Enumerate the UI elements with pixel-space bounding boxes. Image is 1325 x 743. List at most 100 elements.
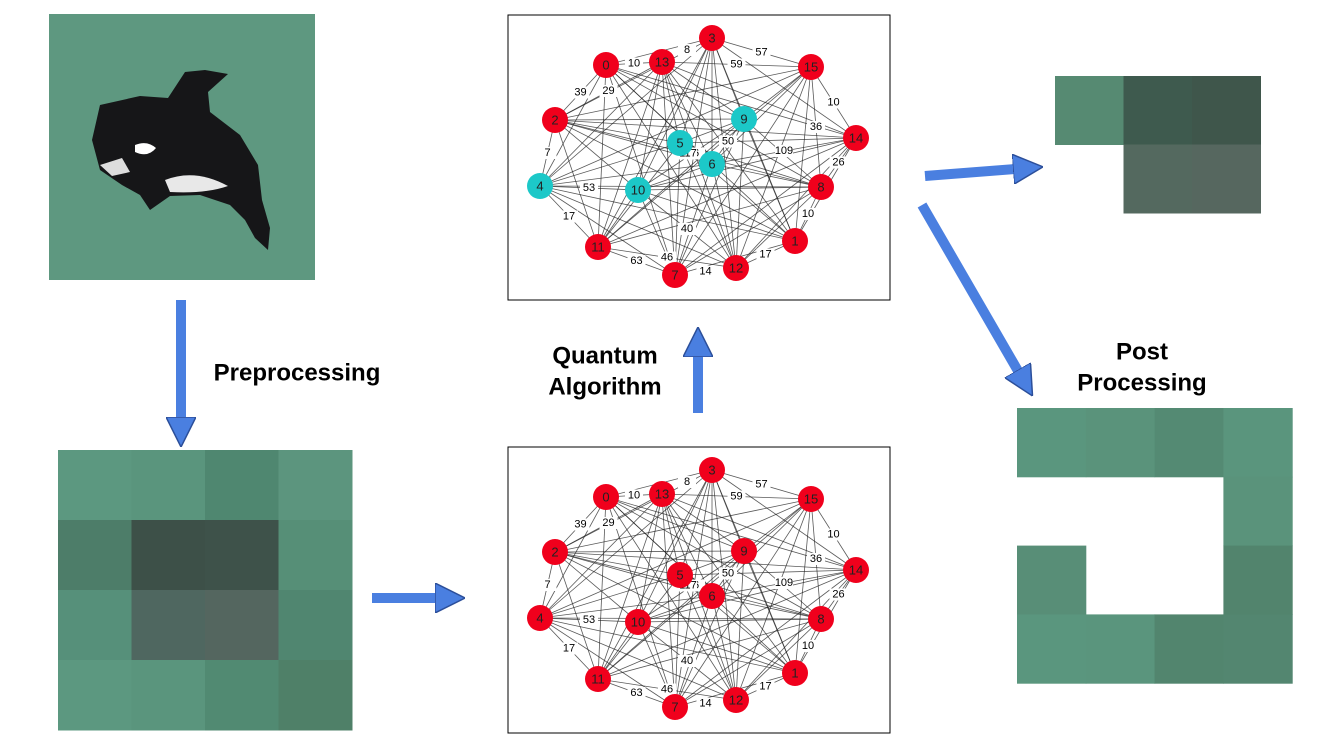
post-label: Processing bbox=[1077, 369, 1206, 396]
node-label: 15 bbox=[804, 492, 818, 507]
edge-weight: 40 bbox=[681, 655, 693, 667]
edge-weight: 29 bbox=[602, 85, 614, 97]
edge-weight: 17 bbox=[563, 643, 575, 655]
node bbox=[542, 107, 568, 133]
edge bbox=[597, 469, 713, 680]
edge bbox=[539, 64, 607, 187]
node-label: 3 bbox=[708, 31, 715, 46]
edge bbox=[605, 496, 822, 620]
edge bbox=[554, 551, 639, 623]
edge-label-bg bbox=[678, 655, 696, 667]
node-label: 6 bbox=[708, 157, 715, 172]
edge bbox=[637, 595, 713, 623]
input-image bbox=[49, 14, 315, 280]
edge-weight: 10 bbox=[827, 97, 839, 109]
node bbox=[798, 54, 824, 80]
edge bbox=[661, 493, 676, 708]
edge bbox=[539, 496, 607, 619]
node-label: 9 bbox=[740, 112, 747, 127]
edge-label-bg bbox=[627, 687, 646, 699]
node-label: 0 bbox=[602, 490, 609, 505]
edge bbox=[674, 618, 822, 708]
node bbox=[731, 538, 757, 564]
edge-label-bg bbox=[799, 640, 817, 652]
pixel bbox=[205, 660, 279, 731]
edge bbox=[597, 61, 663, 248]
pixel bbox=[278, 660, 353, 731]
edge bbox=[554, 119, 796, 242]
pixel bbox=[1192, 76, 1261, 145]
node-label: 2 bbox=[551, 113, 558, 128]
edge bbox=[661, 61, 796, 242]
node bbox=[723, 255, 749, 281]
pixel bbox=[1017, 614, 1087, 684]
node bbox=[843, 125, 869, 151]
edge bbox=[711, 498, 812, 597]
pixel bbox=[1223, 476, 1293, 547]
node-label: 10 bbox=[631, 615, 645, 630]
edge bbox=[637, 186, 822, 191]
edge-label-bg bbox=[580, 182, 598, 194]
edge bbox=[554, 66, 812, 121]
edge-label-bg bbox=[807, 553, 825, 565]
edge-weight: 109 bbox=[775, 145, 793, 157]
edge bbox=[674, 595, 713, 708]
edge-weight: 8 bbox=[684, 44, 690, 56]
pixel bbox=[1085, 408, 1156, 478]
pixel bbox=[58, 520, 132, 591]
node-label: 2 bbox=[551, 545, 558, 560]
edge-weight: 59 bbox=[730, 491, 742, 503]
node bbox=[699, 583, 725, 609]
node-label: 8 bbox=[817, 180, 824, 195]
pixel bbox=[58, 660, 132, 731]
edge bbox=[554, 119, 639, 191]
edge-label-bg bbox=[829, 156, 848, 169]
edge bbox=[605, 496, 737, 701]
edge-label-bg bbox=[829, 588, 848, 601]
edge-weight: 63 bbox=[630, 255, 642, 267]
edge-weight: 46 bbox=[661, 252, 673, 264]
edge-weight: 50 bbox=[722, 568, 734, 580]
pixel bbox=[1017, 408, 1087, 478]
node-label: 12 bbox=[729, 693, 743, 708]
node bbox=[808, 606, 834, 632]
edge bbox=[661, 61, 681, 144]
edge-weight: 36 bbox=[810, 121, 822, 133]
edge bbox=[539, 498, 812, 619]
edge-weight: 7 bbox=[544, 579, 550, 591]
edge-weight: 40 bbox=[681, 223, 693, 235]
edge bbox=[554, 498, 812, 553]
pixel bbox=[1017, 545, 1087, 615]
node bbox=[542, 539, 568, 565]
quantum-label: Quantum bbox=[552, 342, 657, 369]
edge bbox=[674, 66, 812, 276]
edge bbox=[679, 574, 737, 701]
edge-label-bg bbox=[775, 145, 793, 157]
edge bbox=[539, 185, 737, 269]
arrow bbox=[917, 202, 1025, 383]
edge-label-bg bbox=[719, 135, 737, 148]
arrow bbox=[924, 168, 1028, 176]
edge bbox=[605, 496, 745, 552]
node bbox=[723, 687, 749, 713]
edge-label-bg bbox=[824, 96, 843, 109]
edge-weight: 57 bbox=[755, 47, 767, 59]
edge-weight: 59 bbox=[730, 59, 742, 71]
edge-label-bg bbox=[658, 683, 676, 696]
edge bbox=[679, 469, 713, 576]
post-label: Post bbox=[1116, 338, 1168, 365]
pixel bbox=[205, 520, 279, 591]
edge-label-bg bbox=[727, 58, 746, 71]
edge bbox=[637, 618, 822, 623]
node bbox=[667, 562, 693, 588]
edge bbox=[661, 493, 737, 701]
edge bbox=[554, 551, 857, 571]
pixel bbox=[1123, 76, 1193, 145]
edge-label-bg bbox=[696, 265, 715, 278]
node bbox=[731, 106, 757, 132]
edge-weight: 39 bbox=[574, 87, 586, 99]
edge bbox=[794, 498, 812, 674]
edge-weight: 39 bbox=[574, 519, 586, 531]
edge-weight: 10 bbox=[628, 58, 640, 70]
node bbox=[798, 486, 824, 512]
